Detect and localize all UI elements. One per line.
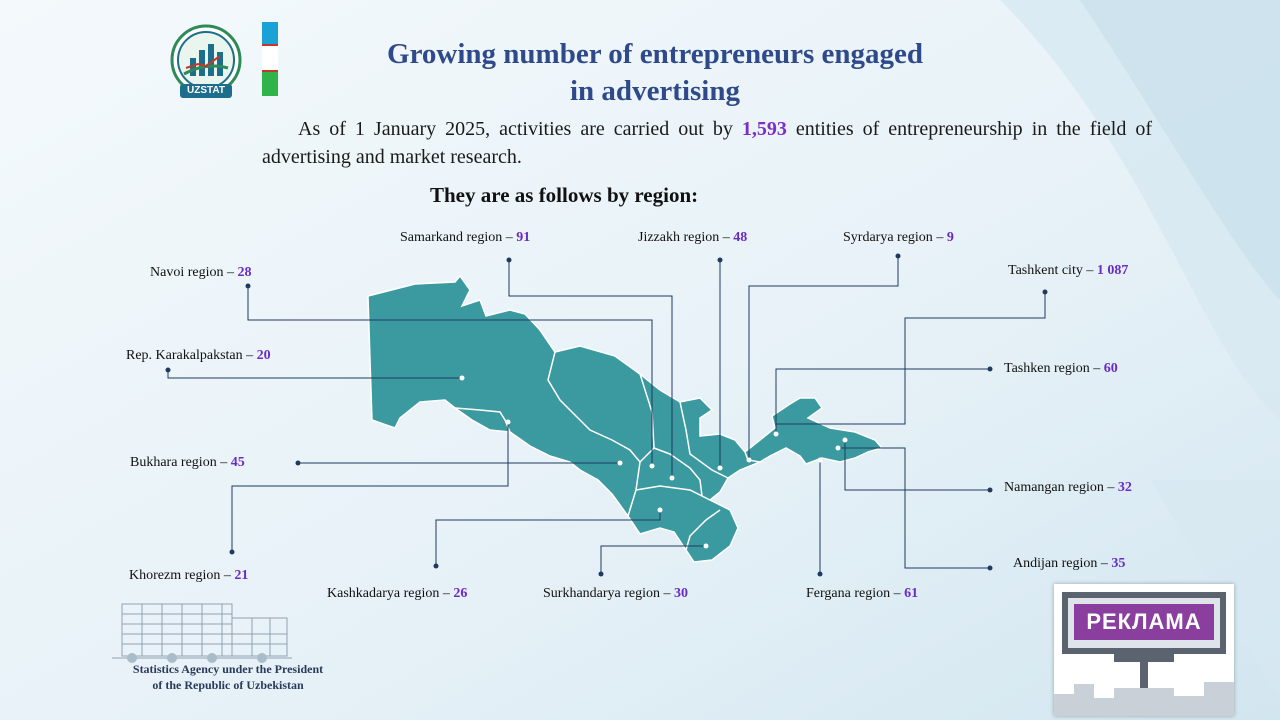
region-label-surkhandarya: Surkhandarya region – 30: [543, 586, 689, 601]
region-label-fergana: Fergana region – 61: [806, 586, 919, 601]
billboard-text: РЕКЛАМА: [1074, 604, 1214, 640]
intro-prefix: As of 1 January 2025, activities are car…: [298, 118, 733, 140]
leader-points: [165, 253, 1048, 577]
region-centers: [459, 375, 848, 549]
intro-suffix: entities of entrepreneurship in the fiel…: [262, 118, 1153, 168]
title-line-2: in advertising: [570, 75, 740, 107]
region-label-jizzakh: Jizzakh region – 48: [638, 230, 748, 245]
region-label-kashkadarya: Kashkadarya region – 26: [327, 586, 468, 601]
uzbek-flag-stripe: [262, 22, 278, 96]
title-line-1: Growing number of entrepreneurs engaged: [387, 38, 923, 70]
region-label-navoi: Navoi region – 28: [150, 265, 252, 280]
billboard-illustration: РЕКЛАМА: [1054, 584, 1234, 716]
agency-line-2: of the Republic of Uzbekistan: [152, 678, 304, 692]
region-label-namangan: Namangan region – 32: [1004, 480, 1132, 495]
agency-building-illustration: [112, 603, 292, 663]
region-borders: [454, 329, 761, 551]
region-label-karakalpakstan: Rep. Karakalpakstan – 20: [126, 348, 271, 363]
map-shape: [367, 274, 884, 563]
region-label-andijan: Andijan region – 35: [1013, 556, 1126, 571]
regions-subheading: They are as follows by region:: [430, 183, 699, 207]
agency-line-1: Statistics Agency under the President: [132, 662, 324, 676]
page-title: Growing number of entrepreneurs engaged …: [260, 36, 1050, 110]
intro-total-number: 1,593: [741, 118, 787, 140]
leader-lines: [167, 256, 1046, 574]
region-label-khorezm: Khorezm region – 21: [129, 568, 249, 583]
intro-paragraph: As of 1 January 2025, activities are car…: [262, 115, 1152, 171]
uzstat-logo-text: UZSTAT: [187, 85, 225, 96]
region-label-bukhara: Bukhara region – 45: [130, 455, 245, 470]
uzstat-logo: UZSTAT: [170, 24, 242, 102]
region-label-syrdarya: Syrdarya region – 9: [843, 230, 954, 245]
region-label-tashkent-city: Tashkent city – 1 087: [1008, 263, 1129, 278]
region-label-tashkent-region: Tashken region – 60: [1004, 361, 1118, 376]
agency-caption: Statistics Agency under the President of…: [108, 661, 348, 693]
region-label-samarkand: Samarkand region – 91: [400, 230, 531, 245]
